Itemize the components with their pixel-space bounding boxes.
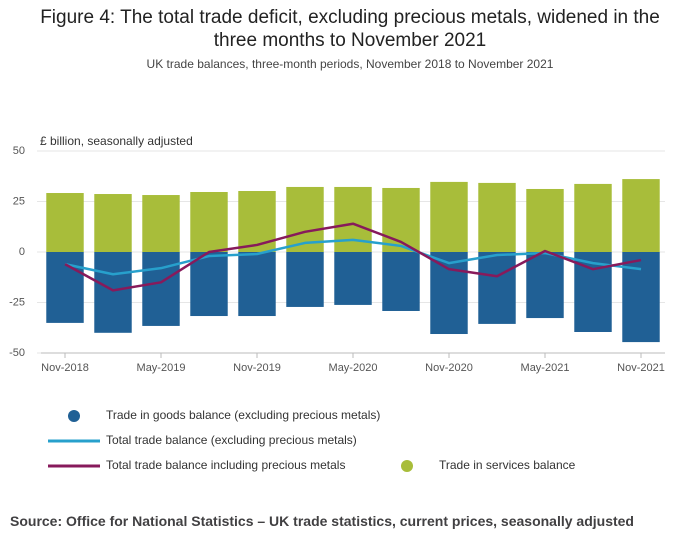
y-tick-label: 0 — [19, 246, 25, 258]
x-tick-label: May-2019 — [137, 362, 186, 374]
line — [64, 238, 642, 276]
legend-label: Total trade balance (excluding precious … — [106, 433, 357, 447]
bar — [46, 193, 84, 252]
legend-label: Total trade balance including precious m… — [106, 458, 345, 472]
bar — [94, 194, 132, 252]
x-tick-label: Nov-2019 — [233, 362, 281, 374]
legend-marker — [68, 410, 80, 422]
y-tick-label: -25 — [9, 296, 25, 308]
source-note: Source: Office for National Statistics –… — [10, 513, 634, 529]
y-axis-label: £ billion, seasonally adjusted — [40, 134, 193, 148]
bar — [478, 252, 516, 324]
chart-subtitle: UK trade balances, three-month periods, … — [146, 57, 554, 71]
bar — [526, 188, 564, 252]
bar — [334, 252, 372, 305]
bar — [478, 182, 516, 252]
x-tick-label: May-2021 — [521, 362, 570, 374]
x-tick-label: Nov-2020 — [425, 362, 473, 374]
bar — [238, 252, 276, 317]
legend-label: Trade in goods balance (excluding precio… — [106, 408, 380, 422]
line — [64, 222, 642, 292]
bar — [526, 252, 564, 319]
y-tick-label: -50 — [9, 347, 25, 359]
bar — [574, 183, 612, 252]
bar — [190, 252, 228, 317]
bar — [286, 252, 324, 307]
bar — [382, 252, 420, 311]
x-tick-label: Nov-2018 — [41, 362, 89, 374]
y-tick-label: 25 — [13, 195, 25, 207]
legend-marker — [401, 460, 413, 472]
bar — [46, 252, 84, 323]
x-tick-label: May-2020 — [329, 362, 378, 374]
y-tick-label: 50 — [13, 145, 25, 157]
x-tick-label: Nov-2021 — [617, 362, 665, 374]
bar — [622, 252, 660, 343]
bar — [94, 252, 132, 333]
bar — [622, 179, 660, 252]
bar — [142, 252, 180, 326]
chart-title: Figure 4: The total trade deficit, exclu… — [40, 7, 660, 51]
bar — [142, 195, 180, 252]
legend-label: Trade in services balance — [439, 458, 576, 472]
bar — [430, 181, 468, 252]
bar — [238, 190, 276, 252]
bar — [430, 252, 468, 335]
bar — [190, 192, 228, 252]
